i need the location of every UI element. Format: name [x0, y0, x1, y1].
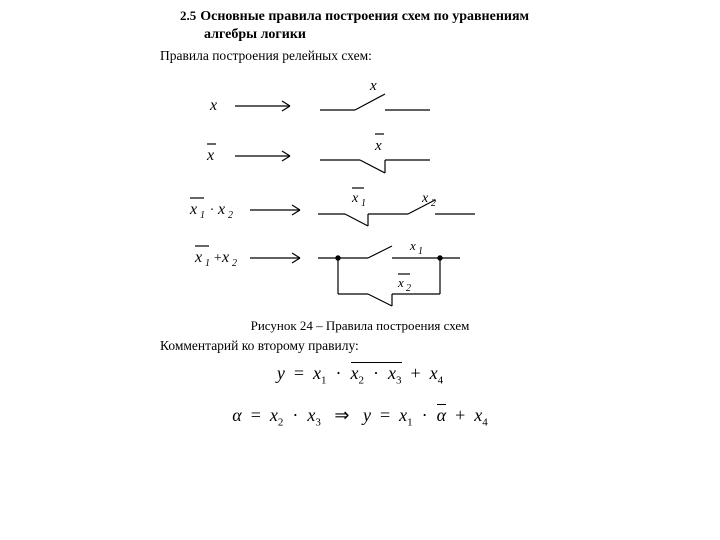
row4-x2: x [221, 249, 229, 266]
eq2-alpha2: α [437, 405, 446, 425]
eq1-eq: = [294, 363, 304, 383]
eq1-overline: x2 · x3 [351, 362, 402, 387]
row4-right-x2: x [397, 275, 404, 290]
eq2-x2: x [270, 405, 278, 425]
row4-x1: x [194, 249, 202, 266]
eq2-x3s: 3 [315, 417, 321, 429]
eq2-implies: ⇒ [334, 405, 349, 425]
eq2-plus: + [455, 405, 465, 425]
figure-caption: Рисунок 24 – Правила построения схем [160, 318, 560, 334]
eq2-x2s: 2 [278, 417, 284, 429]
row3-right-x1: x [351, 191, 359, 206]
eq1-x3s: 3 [396, 375, 402, 387]
eq2-alpha: α [232, 405, 241, 425]
row2-right-label: x [374, 138, 382, 154]
heading-line2: алгебры логики [204, 27, 306, 42]
comment-text: Комментарий ко второму правилу: [160, 338, 359, 354]
eq2-y: y [363, 405, 371, 425]
eq2-eq1: = [251, 405, 261, 425]
eq2-x1s: 1 [407, 417, 413, 429]
eq2-alpha-bar: α [437, 404, 446, 424]
heading-line1: Основные правила построения схем по урав… [200, 9, 529, 24]
page: 2.5 Основные правила построения схем по у… [0, 0, 720, 540]
eq1-x2: x [351, 363, 359, 383]
eq2-eq2: = [380, 405, 390, 425]
row3-x1-sub: 1 [200, 210, 205, 221]
eq1-y: y [277, 363, 285, 383]
eq2-x1: x [399, 405, 407, 425]
row4-x1-sub: 1 [205, 258, 210, 269]
equation-1: y = x1 · x2 · x3 + x4 [160, 362, 560, 387]
eq1-x2s: 2 [359, 375, 365, 387]
row4-right-x1-sub: 1 [418, 246, 423, 257]
row3-x2-sub: 2 [228, 210, 233, 221]
eq1-x1s: 1 [321, 375, 327, 387]
eq1-x4s: 4 [438, 375, 444, 387]
row2-left-label: x [206, 147, 214, 164]
row3-right-x2-sub: 2 [431, 198, 436, 209]
row4-right-x2-sub: 2 [406, 283, 411, 294]
eq1-x1: x [313, 363, 321, 383]
eq2-x4s: 4 [482, 417, 488, 429]
heading-number: 2.5 [180, 8, 196, 23]
eq1-x4: x [430, 363, 438, 383]
row1-left-label: x [209, 97, 217, 114]
row3-right-x1-sub: 1 [361, 198, 366, 209]
row4-x2-sub: 2 [232, 258, 237, 269]
row3-right-x2: x [421, 191, 429, 206]
equation-2: α = x2 · x3 ⇒ y = x1 · α + x4 [160, 404, 560, 429]
row4-right-x1: x [409, 238, 416, 253]
eq1-x3: x [388, 363, 396, 383]
figure-24: x x x x x 1 · [160, 80, 560, 310]
row1-right-label: x [369, 78, 377, 94]
row3-x1: x [189, 201, 197, 218]
subheading: Правила построения релейных схем: [160, 48, 372, 64]
row3-x2: x [217, 201, 225, 218]
section-heading: 2.5 Основные правила построения схем по у… [180, 8, 600, 43]
row3-dot: · [210, 203, 214, 218]
eq1-plus: + [411, 363, 421, 383]
